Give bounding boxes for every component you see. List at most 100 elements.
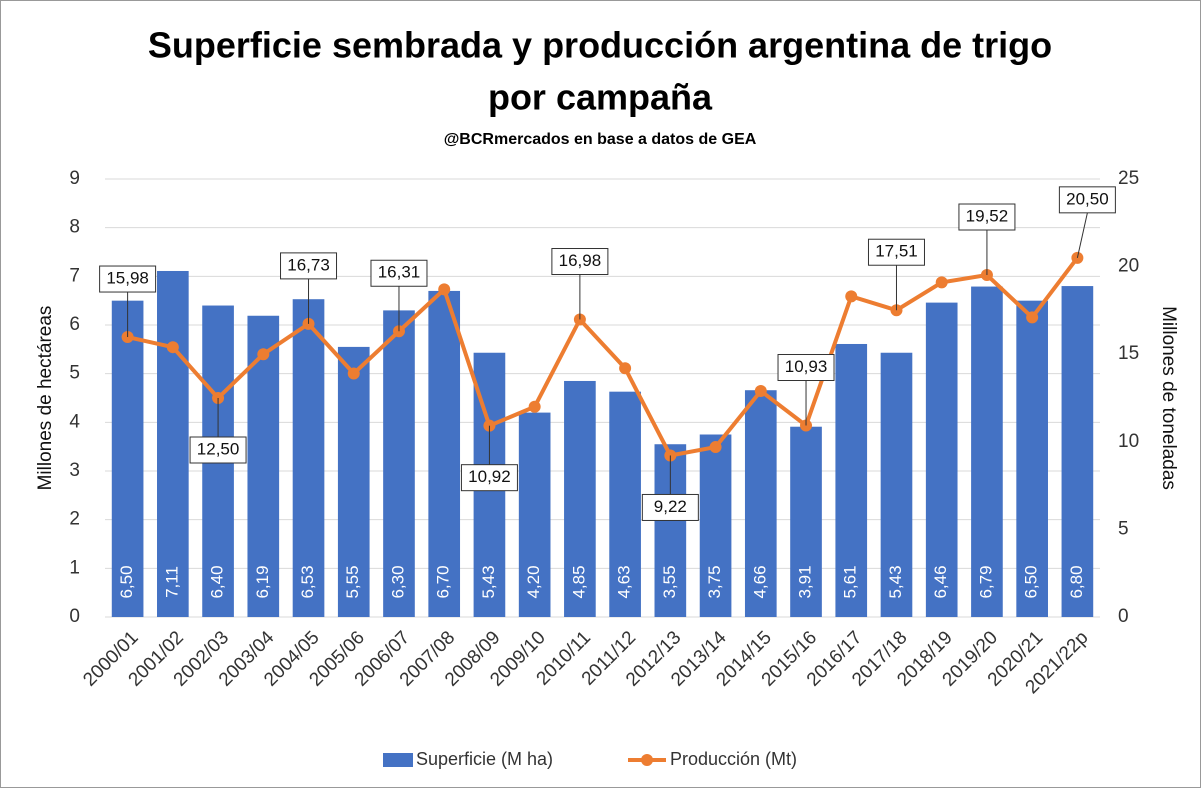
- y-axis-title: Millones de hectáreas: [35, 306, 56, 491]
- line-value-label: 16,98: [559, 251, 602, 270]
- bar: [428, 290, 461, 617]
- bar-value-label: 5,61: [841, 565, 860, 598]
- line-marker: [754, 384, 767, 397]
- y2-tick-label: 20: [1118, 256, 1139, 277]
- bar: [1016, 300, 1048, 617]
- bar-value-label: 6,19: [253, 565, 272, 598]
- legend-swatch: [641, 754, 653, 766]
- bar: [699, 434, 732, 617]
- bar: [744, 390, 777, 617]
- bar-value-label: 6,79: [976, 565, 995, 598]
- callout-box: [1058, 186, 1116, 214]
- bar-value-label: 3,55: [660, 565, 679, 598]
- line-value-label: 10,93: [785, 357, 828, 376]
- callout-box: [99, 265, 157, 293]
- chart-title: Superficie sembrada y producción argenti…: [148, 25, 1052, 66]
- bar: [564, 380, 596, 617]
- bar: [157, 270, 189, 617]
- line-marker: [166, 341, 179, 354]
- bar: [337, 346, 370, 617]
- bar: [880, 352, 913, 617]
- line-marker: [619, 362, 632, 375]
- bar: [292, 299, 325, 617]
- bar-value-label: 5,43: [479, 565, 498, 598]
- bar-value-label: 6,70: [434, 565, 453, 598]
- bar-value-label: 3,75: [705, 565, 724, 598]
- bar: [518, 412, 551, 617]
- callout-box: [641, 493, 699, 521]
- y-tick-label: 5: [69, 363, 80, 384]
- bar-value-label: 4,63: [615, 565, 634, 598]
- y-tick-label: 7: [69, 265, 80, 286]
- line-value-label: 10,92: [468, 467, 511, 486]
- callout-box: [777, 354, 835, 382]
- y2-tick-label: 10: [1118, 431, 1139, 452]
- bar-value-label: 5,43: [886, 565, 905, 598]
- line-marker: [935, 276, 948, 289]
- bar: [835, 343, 868, 617]
- y-tick-label: 4: [69, 411, 80, 432]
- callout-box: [551, 248, 609, 276]
- y2-tick-label: 5: [1118, 518, 1129, 539]
- y-tick-label: 8: [69, 217, 80, 238]
- bar-value-label: 4,66: [750, 565, 769, 598]
- y2-tick-label: 0: [1118, 606, 1129, 627]
- line-value-label: 12,50: [197, 439, 240, 458]
- line-value-label: 20,50: [1066, 189, 1109, 208]
- callout-box: [958, 203, 1016, 231]
- line-value-label: 16,31: [378, 263, 421, 282]
- line-value-label: 15,98: [106, 269, 149, 288]
- y2-axis-title: Millones de toneladas: [1158, 306, 1179, 490]
- bar-value-label: 5,55: [343, 565, 362, 598]
- bar-value-label: 3,91: [796, 565, 815, 598]
- line-value-label: 16,73: [287, 255, 330, 274]
- line-value-label: 19,52: [966, 206, 1009, 225]
- bar-value-label: 6,50: [1022, 565, 1041, 598]
- bar-value-label: 7,11: [162, 566, 181, 598]
- callout-box: [189, 436, 247, 464]
- line-marker: [845, 290, 858, 303]
- y-tick-label: 2: [69, 509, 80, 530]
- bar: [111, 300, 144, 617]
- line-value-label: 17,51: [875, 242, 918, 261]
- bar-value-label: 6,80: [1067, 565, 1086, 598]
- bar: [609, 391, 641, 617]
- line: [127, 256, 1079, 458]
- callout-box: [280, 252, 338, 280]
- line-value-label: 9,22: [654, 497, 687, 516]
- bar-value-label: 6,53: [298, 565, 317, 598]
- bar-value-label: 6,50: [117, 565, 136, 598]
- line-marker: [257, 348, 270, 361]
- bar: [1061, 286, 1094, 617]
- bar-value-label: 6,30: [388, 565, 407, 598]
- y2-tick-label: 25: [1118, 168, 1139, 189]
- chart-subtitle: @BCRmercados en base a datos de GEA: [444, 131, 757, 148]
- legend-swatch: [383, 753, 413, 767]
- y-tick-label: 0: [69, 606, 80, 627]
- legend-label: Superficie (M ha): [416, 749, 553, 769]
- line-marker: [709, 441, 722, 454]
- legend-label: Producción (Mt): [670, 749, 797, 769]
- line-marker: [347, 367, 360, 380]
- bar: [971, 286, 1003, 617]
- bar-value-label: 4,20: [524, 565, 543, 598]
- line-marker: [438, 283, 451, 296]
- y-tick-label: 1: [69, 557, 80, 578]
- y-tick-label: 3: [69, 460, 80, 481]
- bar-value-label: 4,85: [569, 565, 588, 598]
- y-tick-label: 6: [69, 314, 80, 335]
- line-marker: [528, 400, 541, 413]
- y2-tick-label: 15: [1118, 343, 1139, 364]
- chart-title: por campaña: [488, 77, 713, 118]
- bar: [925, 302, 958, 617]
- bar: [383, 310, 415, 617]
- callout-leader: [1076, 212, 1088, 258]
- line-marker: [1026, 311, 1039, 324]
- y-tick-label: 9: [69, 168, 80, 189]
- callout-box: [867, 238, 925, 266]
- bar-value-label: 6,40: [208, 565, 227, 598]
- callout-box: [460, 464, 518, 492]
- callout-box: [370, 259, 428, 287]
- bar: [790, 426, 822, 617]
